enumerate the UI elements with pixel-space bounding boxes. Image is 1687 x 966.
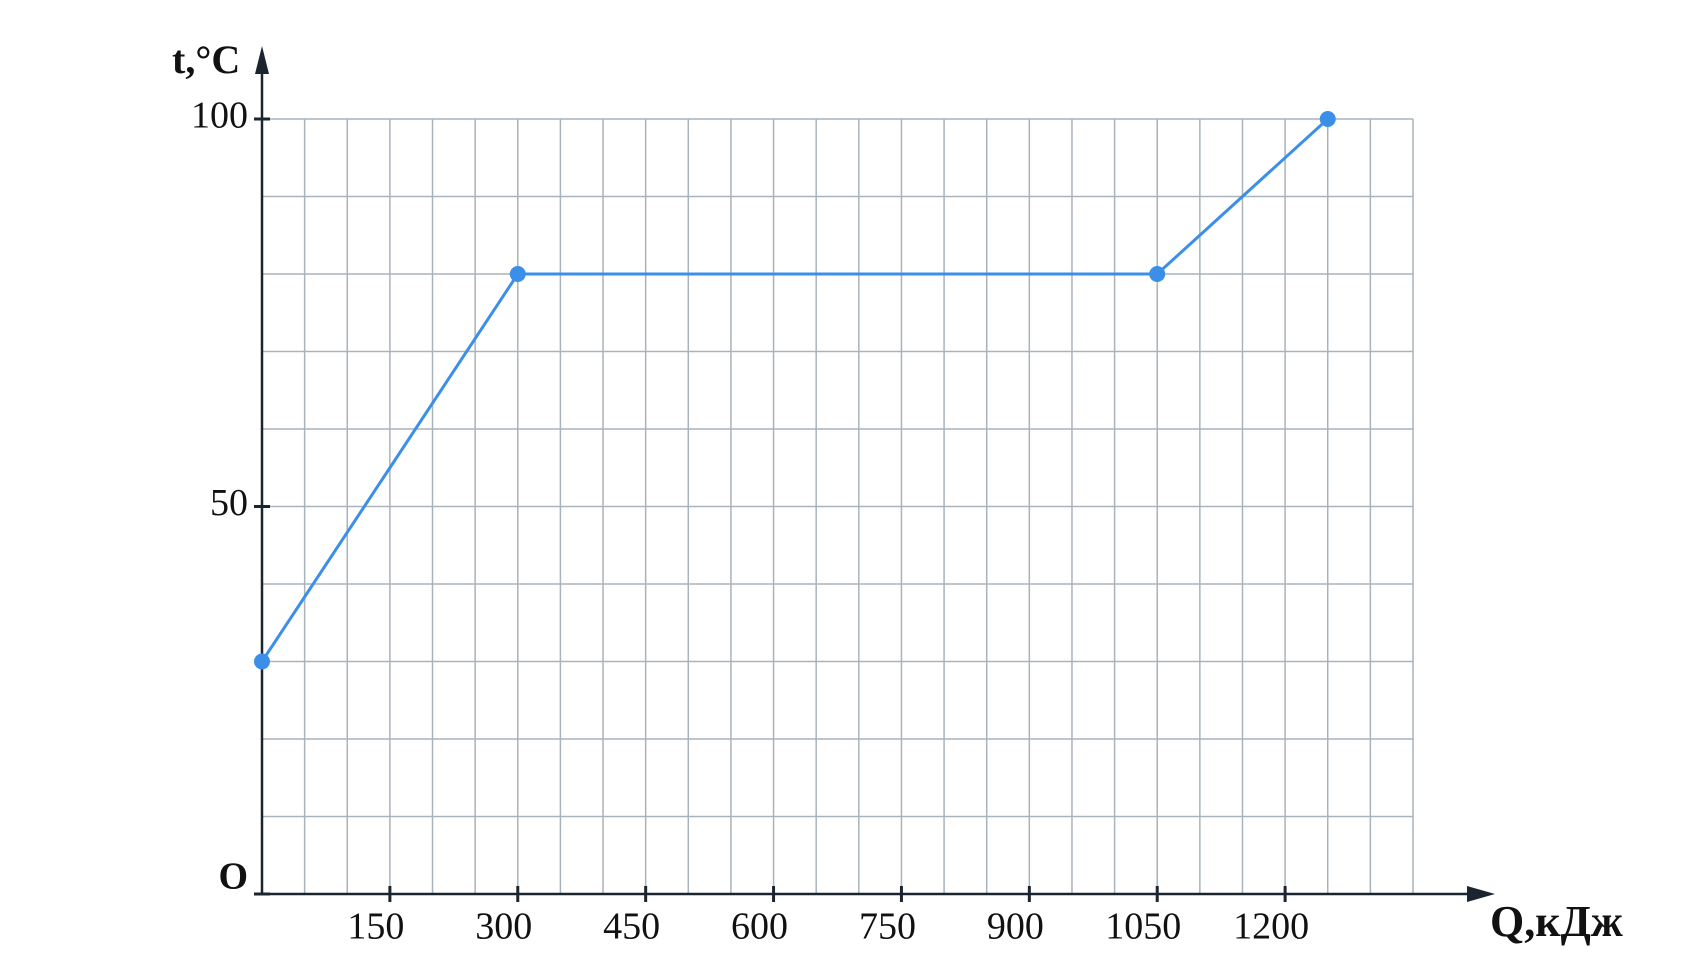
x-tick-label: 750 xyxy=(859,906,916,948)
y-axis-arrow xyxy=(255,46,269,74)
x-tick-label: 1200 xyxy=(1233,906,1309,948)
x-tick-label: 600 xyxy=(731,906,788,948)
y-axis-title: t,°C xyxy=(172,37,240,82)
point xyxy=(1319,111,1336,127)
y-tick-label: 100 xyxy=(191,95,248,137)
point xyxy=(1149,266,1166,282)
x-tick-label: 900 xyxy=(987,906,1044,948)
point xyxy=(509,266,526,282)
y-tick-label: O xyxy=(218,856,248,898)
x-tick-label: 1050 xyxy=(1105,906,1181,948)
grid xyxy=(262,118,1414,894)
x-tick-label: 450 xyxy=(603,906,660,948)
line xyxy=(260,117,1329,663)
x-axis-arrow xyxy=(1467,886,1495,902)
y-tick-label: 50 xyxy=(210,482,248,524)
x-axis-title: Q,кДж xyxy=(1490,897,1623,946)
point xyxy=(254,653,270,670)
x-tick-label: 150 xyxy=(347,906,404,948)
x-tick-label: 300 xyxy=(475,906,532,948)
